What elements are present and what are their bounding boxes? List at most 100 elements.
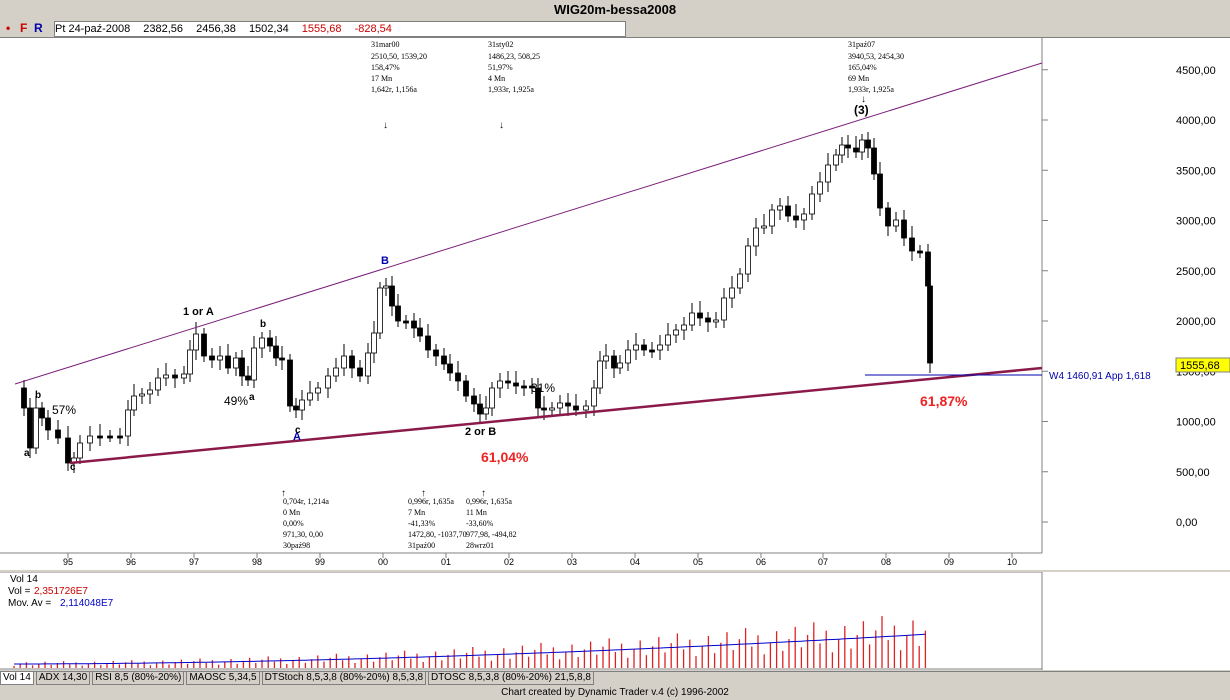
price-chart[interactable]: 4500,00 4000,00 3500,00 3000,00 2500,00 2000,…: [0, 38, 1230, 570]
pct-49: 49%: [224, 394, 248, 408]
lower-channel-line[interactable]: [69, 366, 1043, 465]
candle-body: [665, 334, 671, 346]
info-bar: • F R Pt 24-paź-2008 2382,56 2456,38 150…: [0, 20, 1230, 38]
candle-body: [785, 205, 791, 217]
candle-body: [801, 213, 807, 221]
pct-6104: 61,04%: [481, 449, 529, 465]
tab-dtstoch[interactable]: DTStoch 8,5,3,8 (80%-20%) 8,5,3,8: [261, 672, 427, 685]
candle-body: [267, 337, 273, 347]
ohlc-readout: Pt 24-paź-2008 2382,56 2456,38 1502,34 1…: [54, 21, 626, 37]
pct-57: 57%: [52, 403, 76, 417]
candle-body: [657, 344, 663, 351]
volume-mav-label: Mov. Av =: [8, 598, 51, 609]
candle-body: [617, 362, 623, 369]
candle-body: [27, 407, 33, 449]
candle-body: [293, 405, 299, 411]
candle-body: [233, 357, 239, 369]
info-block-top3: 31paź07 3940,53, 2454,30 165,04% 69 Mn 1…: [848, 40, 904, 105]
candle-body: [365, 352, 371, 377]
volume-pane[interactable]: Vol 14 Vol = 2,351726E7 Mov. Av = 2,1140…: [0, 571, 1230, 670]
up-arrow-icon: ↑: [421, 488, 426, 499]
candle-body: [65, 437, 71, 464]
f-button[interactable]: F: [20, 21, 28, 35]
candle-body: [839, 144, 845, 156]
candle-body: [201, 333, 207, 357]
candle-body: [97, 435, 103, 439]
tab-rsi[interactable]: RSI 8,5 (80%-20%): [92, 672, 185, 685]
wave-small-b2: b: [260, 319, 266, 330]
candle-body: [591, 387, 597, 407]
info-block-bot1: ↑ 0,704r, 1,214a 0 Mn 0,00% 971,30, 0,00…: [281, 488, 329, 550]
time-tick-label: 08: [881, 557, 891, 567]
candle-body: [389, 285, 395, 307]
current-price-label: 1555,68: [1180, 360, 1220, 372]
info-change: -828,54: [354, 23, 392, 35]
current-price-box: [1175, 357, 1230, 373]
candle-body: [603, 355, 609, 362]
candle-body: [139, 393, 145, 397]
info-close: 1555,68: [301, 23, 342, 35]
wave-label-a: A: [293, 431, 301, 443]
r-button[interactable]: R: [34, 21, 43, 35]
candle-body: [777, 205, 783, 211]
volume-mav-value: 2,114048E7: [60, 598, 114, 609]
candle-body: [45, 417, 51, 431]
candle-body: [721, 297, 727, 321]
wave-small-c1: c: [70, 462, 76, 473]
candle-body: [809, 193, 815, 215]
down-arrow-icon: ↓: [499, 120, 504, 131]
upper-channel-line[interactable]: [14, 62, 1043, 385]
candle-body: [477, 403, 483, 415]
price-tick-label: 1000,00: [1176, 417, 1216, 429]
svg-text:1472,80, -1037,70: 1472,80, -1037,70: [408, 530, 467, 539]
candle-body: [341, 355, 347, 369]
candle-body: [853, 147, 859, 153]
dot-icon[interactable]: •: [6, 21, 11, 35]
candle-body: [273, 345, 279, 359]
candle-body: [315, 387, 321, 394]
svg-text:28wrz01: 28wrz01: [466, 541, 494, 550]
candle-body: [611, 355, 617, 369]
candle-body: [172, 374, 178, 379]
candle-body: [713, 319, 719, 323]
tab-maosc[interactable]: MAOSC 5,34,5: [186, 672, 260, 685]
candle-body: [371, 332, 377, 354]
candle-body: [597, 360, 603, 389]
candle-body: [307, 392, 313, 401]
candle-body: [573, 405, 579, 411]
svg-text:0,00%: 0,00%: [283, 519, 304, 528]
price-tick-label: 2000,00: [1176, 316, 1216, 328]
candle-body: [33, 407, 39, 449]
candle-body: [909, 237, 915, 252]
candle-body: [411, 320, 417, 329]
wave-label-1a: 1 or A: [183, 306, 214, 318]
tab-adx[interactable]: ADX 14,30: [35, 672, 91, 685]
candle-body: [753, 227, 759, 247]
candle-body: [541, 407, 547, 411]
tab-dtosc[interactable]: DTOSC 8,5,3,8 (80%-20%) 21,5,8,8: [428, 672, 594, 685]
price-chart-svg: 4500,00 4000,00 3500,00 3000,00 2500,00 2000,…: [0, 38, 1230, 567]
info-low: 1502,34: [248, 23, 289, 35]
price-tick-label: 0,00: [1176, 517, 1197, 529]
candle-body: [395, 305, 401, 322]
candle-body: [917, 250, 923, 254]
candle-body: [761, 225, 767, 229]
tab-vol[interactable]: Vol 14: [0, 672, 34, 685]
candle-body: [529, 385, 535, 389]
svg-text:1,933r, 1,925a: 1,933r, 1,925a: [488, 85, 534, 94]
candle-body: [357, 367, 363, 377]
candle-body: [39, 407, 45, 419]
up-arrow-icon: ↑: [281, 488, 286, 499]
candle-body: [513, 382, 519, 387]
svg-text:1486,23, 508,25: 1486,23, 508,25: [488, 52, 540, 61]
time-tick-label: 95: [63, 557, 73, 567]
candle-body: [845, 144, 851, 149]
candle-body: [251, 347, 257, 381]
time-tick-label: 10: [1007, 557, 1017, 567]
candle-body: [549, 407, 555, 411]
footer-credit: Chart created by Dynamic Trader v.4 (c) …: [501, 687, 729, 698]
svg-text:-41,33%: -41,33%: [408, 519, 436, 528]
candle-body: [325, 375, 331, 389]
info-high: 2456,38: [196, 23, 236, 35]
svg-text:1,933r, 1,925a: 1,933r, 1,925a: [848, 85, 894, 94]
